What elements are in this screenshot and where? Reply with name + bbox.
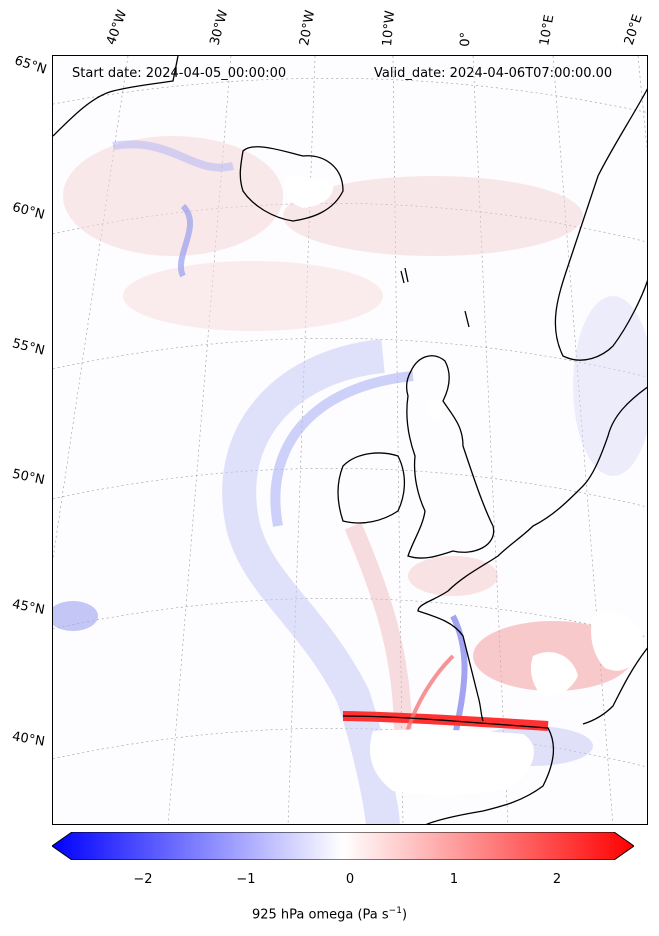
colorbar-body: [52, 832, 634, 860]
iceland: [239, 146, 344, 222]
ireland: [337, 452, 406, 524]
lat-label-65n: 65°N: [12, 53, 49, 78]
colorbar-label-suffix: ): [401, 907, 408, 923]
lat-label-45n: 45°N: [10, 597, 46, 618]
lat-label-50n: 50°N: [10, 466, 46, 489]
coastlines: [53, 56, 647, 824]
iberia: [342, 715, 555, 824]
colorbar-label: 925 hPa omega (Pa s−1): [0, 906, 659, 922]
colorbar-tick-0: 0: [345, 872, 355, 887]
colorbar-tick-2: 2: [552, 872, 562, 887]
colorbar-tick-m2: −2: [133, 872, 153, 887]
colorbar-label-exponent: −1: [388, 906, 402, 916]
valid-date-label: Valid_date: 2024-04-06T07:00:00.00: [374, 66, 613, 81]
great-britain: [405, 355, 495, 559]
start-date-label: Start date: 2024-04-05_00:00:00: [72, 66, 287, 81]
lon-label-10e: 10°E: [537, 13, 558, 47]
lat-label-60n: 60°N: [10, 200, 47, 223]
lat-label-55n: 55°N: [10, 336, 47, 359]
omega-map[interactable]: [52, 55, 648, 825]
colorbar-tick-1: 1: [449, 872, 459, 887]
lon-label-10w: 10°W: [380, 9, 399, 47]
lon-label-30w: 30°W: [207, 8, 232, 47]
lon-label-20w: 20°W: [297, 9, 319, 48]
masked-terrain: [284, 176, 643, 796]
colorbar: [52, 832, 634, 860]
lon-label-0: 0°: [458, 31, 474, 47]
europe-coast: [417, 386, 647, 722]
colorbar-label-text: 925 hPa omega (Pa s: [251, 907, 389, 923]
scandinavia: [554, 88, 647, 361]
map-canvas: [53, 56, 647, 824]
lon-label-40w: 40°W: [103, 8, 131, 47]
lon-label-20e: 20°E: [621, 12, 646, 48]
omega-field: [53, 136, 647, 824]
lat-label-40n: 40°N: [10, 729, 46, 750]
colorbar-tick-m1: −1: [236, 872, 256, 887]
